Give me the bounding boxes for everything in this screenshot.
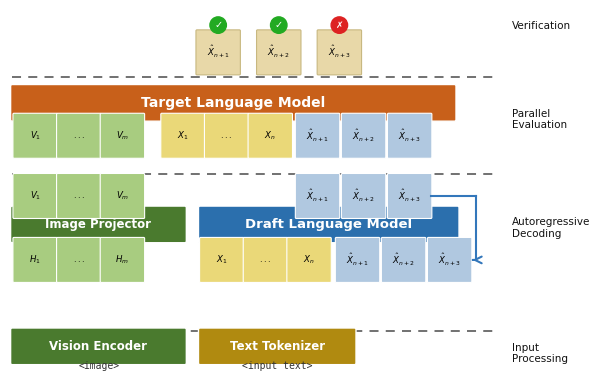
FancyBboxPatch shape (341, 174, 386, 218)
FancyBboxPatch shape (13, 237, 58, 282)
Text: $H_1$: $H_1$ (29, 254, 41, 266)
Text: $X_1$: $X_1$ (216, 254, 228, 266)
FancyBboxPatch shape (335, 237, 380, 282)
FancyBboxPatch shape (161, 113, 205, 158)
FancyBboxPatch shape (341, 113, 386, 158)
Text: $\hat{X}_{n+1}$: $\hat{X}_{n+1}$ (306, 128, 329, 144)
Text: $H_m$: $H_m$ (116, 254, 129, 266)
Text: $...$: $...$ (73, 191, 85, 200)
Text: $...$: $...$ (73, 255, 85, 264)
FancyBboxPatch shape (204, 113, 249, 158)
Text: $\hat{X}_{n+2}$: $\hat{X}_{n+2}$ (267, 45, 290, 60)
Text: Input
Processing: Input Processing (512, 343, 568, 364)
Text: <image>: <image> (78, 361, 119, 371)
Text: $X_1$: $X_1$ (177, 129, 189, 142)
Text: $\hat{X}_{n+3}$: $\hat{X}_{n+3}$ (328, 45, 351, 60)
FancyBboxPatch shape (13, 174, 58, 218)
FancyBboxPatch shape (381, 237, 426, 282)
Text: Target Language Model: Target Language Model (141, 96, 325, 110)
Text: ✓: ✓ (275, 20, 283, 30)
FancyBboxPatch shape (100, 237, 145, 282)
Text: ✗: ✗ (336, 21, 343, 30)
FancyBboxPatch shape (256, 30, 301, 75)
FancyBboxPatch shape (295, 113, 340, 158)
Text: Draft Language Model: Draft Language Model (245, 218, 412, 231)
Text: $\hat{X}_{n+3}$: $\hat{X}_{n+3}$ (398, 188, 421, 204)
Text: Parallel
Evaluation: Parallel Evaluation (512, 109, 567, 131)
FancyBboxPatch shape (295, 174, 340, 218)
Text: ✓: ✓ (214, 20, 222, 30)
Text: $...$: $...$ (221, 131, 233, 140)
Text: Autoregressive
Decoding: Autoregressive Decoding (512, 217, 590, 239)
Text: $X_n$: $X_n$ (264, 129, 276, 142)
FancyBboxPatch shape (11, 85, 456, 121)
FancyBboxPatch shape (199, 328, 356, 365)
Text: Verification: Verification (512, 21, 571, 31)
Text: $\hat{X}_{n+2}$: $\hat{X}_{n+2}$ (352, 128, 375, 144)
Text: $...$: $...$ (73, 131, 85, 140)
FancyBboxPatch shape (199, 237, 244, 282)
Text: <input text>: <input text> (242, 361, 312, 371)
FancyBboxPatch shape (11, 206, 186, 243)
Circle shape (270, 17, 287, 33)
FancyBboxPatch shape (248, 113, 293, 158)
FancyBboxPatch shape (11, 328, 186, 365)
Text: Text Tokenizer: Text Tokenizer (230, 340, 325, 353)
Text: $V_m$: $V_m$ (116, 129, 129, 142)
Text: Vision Encoder: Vision Encoder (50, 340, 147, 353)
Text: $\hat{X}_{n+1}$: $\hat{X}_{n+1}$ (346, 252, 369, 268)
FancyBboxPatch shape (427, 237, 472, 282)
FancyBboxPatch shape (199, 206, 459, 243)
FancyBboxPatch shape (287, 237, 331, 282)
FancyBboxPatch shape (387, 113, 432, 158)
FancyBboxPatch shape (56, 237, 101, 282)
Text: $V_1$: $V_1$ (30, 129, 41, 142)
Circle shape (210, 17, 227, 33)
Text: Image Projector: Image Projector (45, 218, 152, 231)
FancyBboxPatch shape (387, 174, 432, 218)
Text: $\hat{X}_{n+2}$: $\hat{X}_{n+2}$ (352, 188, 375, 204)
FancyBboxPatch shape (100, 113, 145, 158)
FancyBboxPatch shape (243, 237, 288, 282)
FancyBboxPatch shape (56, 174, 101, 218)
Text: $\hat{X}_{n+2}$: $\hat{X}_{n+2}$ (392, 252, 415, 268)
Text: $\hat{X}_{n+3}$: $\hat{X}_{n+3}$ (398, 128, 421, 144)
Text: $X_n$: $X_n$ (303, 254, 315, 266)
Text: $...$: $...$ (259, 255, 271, 264)
Text: $\hat{X}_{n+1}$: $\hat{X}_{n+1}$ (306, 188, 329, 204)
Text: $\hat{X}_{n+3}$: $\hat{X}_{n+3}$ (438, 252, 461, 268)
FancyBboxPatch shape (196, 30, 241, 75)
FancyBboxPatch shape (56, 113, 101, 158)
Text: $V_1$: $V_1$ (30, 190, 41, 202)
Text: $\hat{X}_{n+1}$: $\hat{X}_{n+1}$ (207, 45, 230, 60)
Circle shape (331, 17, 348, 33)
FancyBboxPatch shape (13, 113, 58, 158)
FancyBboxPatch shape (317, 30, 362, 75)
Text: $V_m$: $V_m$ (116, 190, 129, 202)
FancyBboxPatch shape (100, 174, 145, 218)
